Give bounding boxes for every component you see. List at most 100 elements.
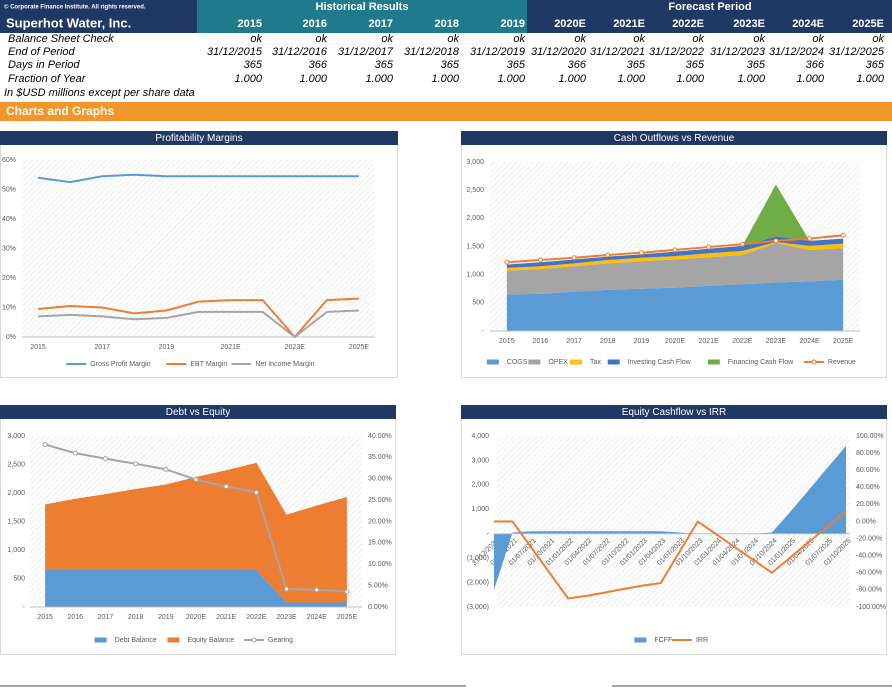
row-cell: 365 [686,59,705,71]
y2-tick-label: 40.00% [856,484,880,491]
y-tick-label: 3,000 [7,433,25,440]
chart-title-bar [461,131,887,145]
header-left [0,0,197,33]
y-tick-label: 1,000 [466,272,484,279]
y-tick-label: 2,000 [466,215,484,222]
y2-tick-label: 35.00% [368,454,392,461]
year-header: 2016 [303,18,327,30]
marker [504,259,510,265]
legend-label: Equity Balance [187,637,234,644]
marker [840,232,846,238]
row-cell: 1.000 [497,73,525,85]
row-cell: ok [381,33,393,45]
row-cell: ok [513,33,525,45]
marker [571,255,577,261]
y-tick-label: 10% [2,304,16,311]
chart-title: Cash Outflows vs Revenue [614,133,735,144]
y2-tick-label: 60.00% [856,467,880,474]
area [506,241,844,271]
area [506,279,844,331]
x-tick-label: 2017 [566,338,582,345]
row-cell: 1.000 [299,73,327,85]
row-cell: 31/12/2022 [649,46,704,58]
marker [773,238,779,244]
y-tick-label: 1,500 [466,243,484,250]
y-tick-label: 3,000 [466,159,484,166]
y-tick-label: 40% [2,216,16,223]
marker [163,466,169,472]
legend-swatch [634,637,647,643]
year-header: 2018 [435,18,459,30]
row-cell: 31/12/2016 [272,46,328,58]
y2-tick-label: -20.00% [856,535,882,542]
plot-area [22,160,375,337]
x-tick-label: 2024E [307,614,328,621]
row-cell: ok [872,33,884,45]
y2-tick-label: 40.00% [368,433,392,440]
line [37,297,360,339]
x-tick-label: 2017 [98,614,114,621]
company-name: Superhot Water, Inc. [6,15,131,30]
legend-label: EBT Margin [190,361,227,368]
x-tick-label: 2017 [94,344,110,351]
x-tick-label: 2021E [220,344,241,351]
chart-title: Profitability Margins [155,133,242,144]
y-tick-label: 2,500 [466,187,484,194]
area [45,462,347,603]
y2-tick-label: -40.00% [856,553,882,560]
marker [706,244,712,250]
y2-tick-label: 15.00% [368,540,392,547]
marker [739,241,745,247]
line [37,309,360,339]
row-cell: 365 [441,59,460,71]
legend-swatch [486,359,499,365]
legend-label: Investing Cash Flow [628,359,692,366]
row-cell: 31/12/2024 [769,46,824,58]
row-cell: 365 [375,59,394,71]
row-cell: 1.000 [558,73,586,85]
row-cell: 1.000 [856,73,884,85]
x-tick-label: 2018 [600,338,616,345]
legend-marker [251,637,257,643]
marker [284,586,290,592]
row-cell: 1.000 [796,73,824,85]
y2-tick-label: 30.00% [368,476,392,483]
marker [314,587,320,593]
y-tick-label: - [487,531,490,538]
row-cell: 31/12/2019 [470,46,525,58]
row-cell: 365 [627,59,646,71]
x-tick-label: 2016 [67,614,83,621]
x-tick-label: 2019 [159,344,175,351]
x-tick-label: 2016 [533,338,549,345]
legend-label: Financing Cash Flow [728,359,794,366]
marker [605,252,611,258]
legend-swatch [94,637,107,643]
x-tick-label: 2018 [128,614,144,621]
row-cell: 1.000 [431,73,459,85]
x-tick-label: 2023E [766,338,787,345]
row-cell: 365 [866,59,885,71]
legend-label: Debt Balance [115,637,157,644]
row-cell: 1.000 [617,73,645,85]
legend-swatch [607,359,620,365]
x-tick-label: 2025E [349,344,370,351]
y-tick-label: 500 [13,575,25,582]
x-tick-label: 2020E [186,614,207,621]
y-tick-label: 2,500 [7,461,25,468]
line [494,510,847,600]
marker [344,589,350,595]
legend-swatch [570,359,582,365]
year-header: 2021E [613,18,645,30]
row-cell: 365 [244,59,263,71]
y-tick-label: 1,000 [471,506,489,513]
header-forecast [527,0,892,33]
y-tick-label: 60% [2,157,16,164]
x-tick-label: 2019 [158,614,174,621]
year-header: 2022E [672,18,704,30]
area [45,569,347,607]
x-tick-label: 2019 [634,338,650,345]
row-cell: 366 [309,59,328,71]
copyright: © Corporate Finance Institute. All right… [4,4,146,11]
row-cell: ok [447,33,459,45]
x-tick-label: 2015 [499,338,515,345]
